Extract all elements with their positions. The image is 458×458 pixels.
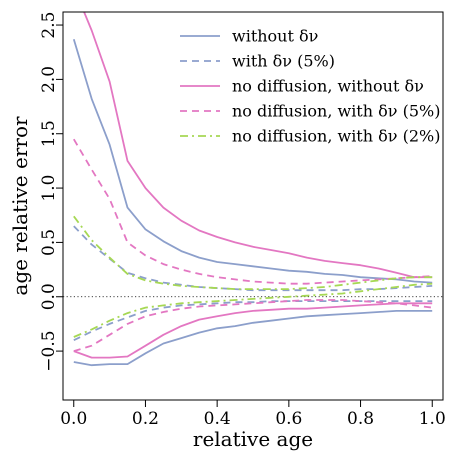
y-tick-label: 0.0 bbox=[39, 283, 59, 310]
y-tick-label: 0.5 bbox=[39, 229, 59, 256]
x-tick-label: 0.8 bbox=[347, 409, 374, 429]
y-tick-label: 2.0 bbox=[39, 66, 59, 93]
series-3-lower-line bbox=[73, 302, 433, 359]
y-tick-label: 2.5 bbox=[39, 12, 59, 39]
y-tick-label: −0.5 bbox=[39, 330, 59, 371]
series-5-upper-line bbox=[73, 215, 433, 291]
legend-label-2: with δν (5%) bbox=[232, 52, 335, 71]
x-tick-label: 0.2 bbox=[132, 409, 159, 429]
x-tick-label: 1.0 bbox=[419, 409, 446, 429]
legend-label-4: no diffusion, with δν (5%) bbox=[232, 102, 440, 121]
plot-frame bbox=[62, 11, 444, 401]
x-axis-label: relative age bbox=[193, 427, 313, 451]
series-2-upper-line bbox=[73, 225, 433, 292]
series-layer bbox=[63, 12, 443, 367]
y-tick-label: 1.5 bbox=[39, 120, 59, 147]
x-tick-label: 0.0 bbox=[60, 409, 87, 429]
x-tick-label: 0.4 bbox=[204, 409, 231, 429]
series-2-lower-line bbox=[73, 300, 433, 342]
x-tick-label: 0.6 bbox=[275, 409, 302, 429]
legend-label-5: no diffusion, with δν (2%) bbox=[232, 127, 440, 146]
y-tick-label: 1.0 bbox=[39, 175, 59, 202]
series-1-upper-line bbox=[72, 38, 433, 284]
legend: without δν with δν (5%) no diffusion, with… bbox=[180, 27, 440, 146]
series-4-lower-line bbox=[73, 299, 433, 352]
legend-label-3: no diffusion, without δν bbox=[232, 77, 424, 96]
legend-label-1: without δν bbox=[232, 27, 318, 46]
series-5-lower-line bbox=[73, 282, 433, 338]
series-1-lower-line bbox=[73, 309, 433, 367]
axes-layer: 0.0 0.2 0.4 0.6 0.8 1.0 −0.5 0.0 0.5 1.0 1.5 2.0 2.5 bbox=[39, 11, 446, 429]
series-4-upper-line bbox=[73, 138, 433, 285]
y-axis-label: age relative error bbox=[8, 116, 32, 296]
series-3-upper-line bbox=[83, 12, 433, 279]
